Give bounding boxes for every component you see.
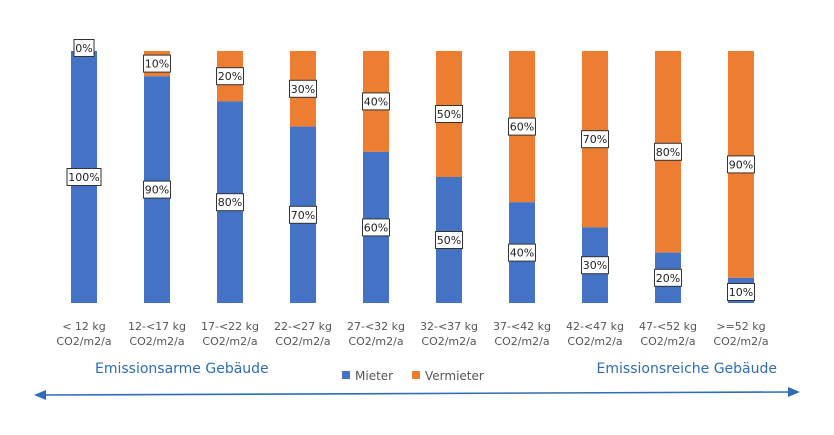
x-tick-label: CO2/m2/a: [56, 335, 111, 348]
svg-text:70%: 70%: [291, 209, 315, 222]
data-label-mieter: 100%: [66, 168, 102, 186]
left-annotation: Emissionsarme Gebäude: [95, 361, 269, 377]
x-tick-label: CO2/m2/a: [567, 335, 622, 348]
legend: Mieter Vermieter: [342, 369, 484, 383]
x-tick-label: CO2/m2/a: [713, 335, 768, 348]
data-label-vermieter: 80%: [654, 142, 682, 161]
x-tick-label: CO2/m2/a: [275, 335, 330, 348]
x-tick-label: CO2/m2/a: [129, 335, 184, 348]
svg-text:0%: 0%: [75, 42, 92, 55]
data-label-mieter: 90%: [143, 180, 171, 199]
x-tick-label: CO2/m2/a: [348, 335, 403, 348]
data-label-mieter: 50%: [435, 231, 463, 249]
data-label-mieter: 10%: [727, 283, 755, 301]
data-label-vermieter: 20%: [216, 67, 244, 86]
x-tick-label: 47-<52 kg: [639, 320, 697, 333]
svg-text:30%: 30%: [583, 259, 607, 272]
x-tick-label: 32-<37 kg: [420, 320, 478, 333]
svg-text:80%: 80%: [656, 146, 680, 159]
x-tick-label: 12-<17 kg: [128, 320, 186, 333]
data-label-vermieter: 70%: [581, 130, 609, 149]
svg-text:80%: 80%: [218, 196, 242, 209]
x-tick-label: CO2/m2/a: [640, 335, 695, 348]
svg-text:40%: 40%: [364, 95, 388, 108]
svg-text:70%: 70%: [583, 133, 607, 146]
data-label-mieter: 30%: [581, 256, 609, 275]
legend-label-vermieter: Vermieter: [425, 369, 484, 383]
range-arrow: [34, 387, 800, 400]
svg-text:40%: 40%: [510, 247, 534, 260]
bars-layer: [71, 51, 754, 304]
data-label-vermieter: 60%: [508, 117, 536, 136]
x-tick-label: < 12 kg: [62, 320, 106, 333]
data-label-vermieter: 30%: [289, 79, 317, 98]
svg-text:20%: 20%: [656, 272, 680, 285]
x-tick-label: 42-<47 kg: [566, 320, 624, 333]
arrow-head-left-icon: [34, 390, 46, 400]
svg-text:50%: 50%: [437, 234, 461, 247]
data-label-mieter: 40%: [508, 243, 536, 262]
svg-text:100%: 100%: [68, 171, 99, 184]
data-label-mieter: 20%: [654, 268, 682, 287]
svg-text:50%: 50%: [437, 108, 461, 121]
svg-text:90%: 90%: [729, 158, 753, 171]
data-label-vermieter: 40%: [362, 92, 390, 111]
svg-text:60%: 60%: [510, 121, 534, 134]
svg-text:90%: 90%: [145, 184, 169, 197]
x-tick-label: 37-<42 kg: [493, 320, 551, 333]
data-label-mieter: 70%: [289, 205, 317, 224]
x-tick-label: CO2/m2/a: [494, 335, 549, 348]
svg-text:60%: 60%: [364, 221, 388, 234]
legend-swatch-vermieter: [412, 371, 420, 379]
data-label-vermieter: 10%: [143, 54, 171, 73]
x-tick-label: 22-<27 kg: [274, 320, 332, 333]
data-label-vermieter: 50%: [435, 105, 463, 123]
x-tick-label: 27-<32 kg: [347, 320, 405, 333]
x-tick-label: 17-<22 kg: [201, 320, 259, 333]
data-label-mieter: 60%: [362, 218, 390, 237]
data-label-vermieter: 90%: [727, 155, 755, 174]
arrow-head-right-icon: [788, 387, 800, 397]
x-tick-labels-layer: < 12 kg CO2/m2/a 12-<17 kg CO2/m2/a 17-<22 k…: [56, 320, 768, 348]
x-tick-label: CO2/m2/a: [202, 335, 257, 348]
data-label-vermieter: 0%: [73, 39, 95, 57]
x-tick-label: >=52 kg: [716, 320, 765, 333]
data-label-mieter: 80%: [216, 193, 244, 212]
svg-text:10%: 10%: [729, 286, 753, 299]
legend-label-mieter: Mieter: [355, 369, 393, 383]
svg-text:10%: 10%: [145, 58, 169, 71]
svg-text:30%: 30%: [291, 83, 315, 96]
arrow-line: [43, 391, 791, 396]
data-labels-layer: 100% 0% 90% 10% 80% 20% 70% 30% 60% 40% 50% 50% 40% 6…: [66, 39, 755, 301]
x-tick-label: CO2/m2/a: [421, 335, 476, 348]
right-annotation: Emissionsreiche Gebäude: [597, 361, 777, 377]
svg-text:20%: 20%: [218, 70, 242, 83]
legend-swatch-mieter: [342, 371, 350, 379]
